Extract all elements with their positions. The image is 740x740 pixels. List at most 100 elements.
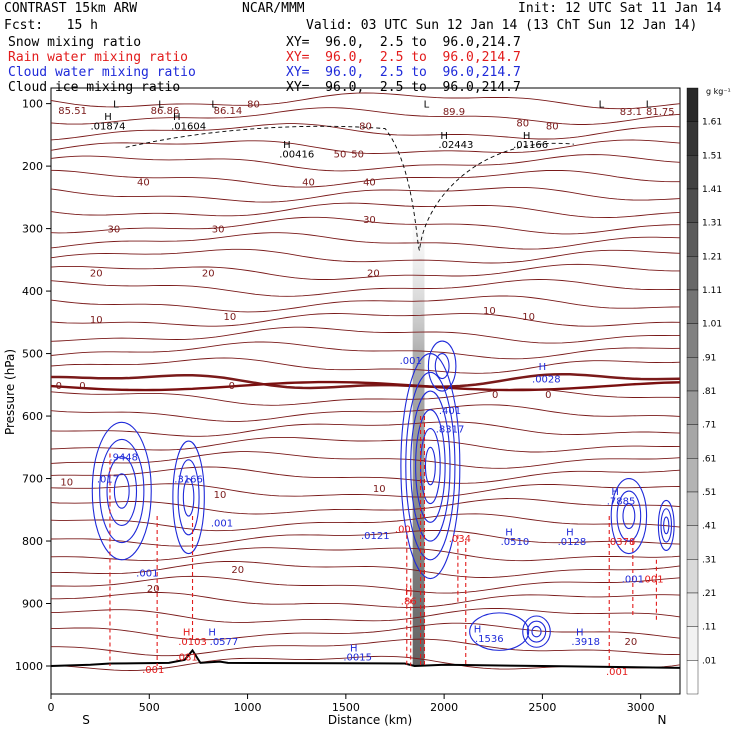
- maximum-label: .0015: [343, 653, 372, 664]
- low-label: L: [646, 100, 652, 111]
- maximum-label: .001: [400, 356, 422, 367]
- colorbar-segment: [686, 390, 699, 425]
- field-xy-rain: XY= 96.0, 2.5 to 96.0,214.7: [286, 50, 521, 65]
- maximum-label: .01604: [171, 121, 206, 132]
- temperature-label: 89.9: [443, 107, 465, 118]
- maximum-label: H: [523, 131, 531, 142]
- maximum-label: H: [440, 131, 448, 142]
- x-tick-label: 1000: [234, 701, 262, 714]
- field-name-cloud-water: Cloud water mixing ratio: [8, 65, 196, 80]
- cloud-water-contour: [91, 421, 152, 561]
- temperature-label: 86.86: [151, 106, 180, 117]
- maximum-label: .001: [622, 575, 644, 586]
- temperature-contour: [51, 560, 681, 578]
- colorbar-segment: [686, 323, 699, 358]
- temperature-label: 10: [522, 312, 535, 323]
- colorbar-label: .71: [702, 421, 716, 431]
- cloud-water-contour: [526, 620, 547, 643]
- temperature-label: 81.75: [646, 107, 675, 118]
- colorbar-label: 1.01: [702, 320, 722, 330]
- x-tick-label: 2000: [430, 701, 458, 714]
- temperature-contour: [50, 326, 680, 344]
- temperature-contour: [50, 154, 681, 172]
- temperature-label: 0: [229, 381, 235, 392]
- cloud-water-contour: [172, 440, 205, 555]
- maximum-label: H: [183, 628, 191, 639]
- colorbar-label: 1.51: [702, 151, 722, 161]
- model-title: CONTRAST 15km ARW: [4, 1, 138, 16]
- colorbar-segment: [686, 525, 699, 560]
- temperature-contour: [50, 404, 681, 422]
- cloud-water-contour: [427, 340, 457, 392]
- temperature-contour: [50, 466, 681, 484]
- low-label: L: [158, 100, 164, 111]
- colorbar-segment: [686, 559, 699, 594]
- colorbar-label: .81: [702, 387, 716, 397]
- maximum-label: .0103: [178, 637, 207, 648]
- colorbar-label: 1.11: [702, 286, 722, 296]
- maximum-label: .001: [641, 575, 663, 586]
- temperature-contour: [50, 608, 681, 623]
- colorbar-segment: [686, 458, 699, 493]
- maximum-label: .0128: [558, 537, 587, 548]
- maximum-label: .02443: [438, 140, 473, 151]
- temperature-contour: [51, 372, 681, 390]
- temperature-label: 80: [247, 100, 260, 111]
- colorbar-segment: [686, 626, 699, 661]
- colorbar-segment: [686, 87, 699, 122]
- y-tick-label: 200: [22, 160, 43, 173]
- temperature-label: 50: [334, 150, 347, 161]
- cloud-water-contour: [106, 456, 138, 526]
- field-name-snow: Snow mixing ratio: [8, 35, 142, 50]
- maximum-label: .3166: [174, 475, 203, 486]
- maximum-label: H: [104, 112, 112, 123]
- y-tick-label: 600: [22, 410, 43, 423]
- temperature-contour: [50, 123, 681, 141]
- y-axis-label: Pressure (hPa): [3, 349, 17, 435]
- maximum-label: .7885: [607, 496, 636, 507]
- temperature-contour: [50, 202, 681, 219]
- y-tick-label: 1000: [15, 660, 43, 673]
- temperature-contour: [50, 357, 681, 374]
- maximum-label: H: [611, 487, 619, 498]
- colorbar-segment: [686, 357, 699, 392]
- temperature-contour: [50, 513, 681, 532]
- maximum-label: .0378: [607, 537, 636, 548]
- temperature-label: 86.14: [214, 106, 243, 117]
- x-tick-label: 2500: [528, 701, 556, 714]
- cloud-water-contour: [182, 477, 195, 517]
- maximum-label: .401: [439, 406, 461, 417]
- temperature-label: 30: [108, 225, 121, 236]
- maximum-label: H: [350, 643, 358, 654]
- temperature-label: 10: [373, 484, 386, 495]
- temperature-contour: [50, 186, 681, 203]
- plot-frame: [50, 87, 681, 695]
- temperature-contour: [50, 216, 680, 235]
- maximum-label: .01874: [91, 121, 126, 132]
- temperature-label: 40: [137, 178, 150, 189]
- maximum-label: .8317: [436, 425, 465, 436]
- colorbar-segment: [686, 222, 699, 257]
- colorbar-segment: [686, 491, 699, 526]
- cloud-water-contour: [410, 390, 451, 542]
- maximum-label: .0510: [501, 537, 530, 548]
- maximum-label: H: [539, 362, 547, 373]
- maximum-label: .00416: [279, 150, 314, 161]
- cloud-water-contour: [610, 477, 648, 555]
- temperature-label: 0: [56, 381, 62, 392]
- colorbar-label: .11: [702, 623, 716, 633]
- temperature-label: 20: [624, 637, 637, 648]
- colorbar: 1.61 1.51 1.41 1.31 1.21 1.11 1.01 .91 .81 .71 .61…: [686, 87, 722, 695]
- temperature-label: 20: [367, 268, 380, 279]
- temperature-label: 20: [90, 268, 103, 279]
- cloud-water-contour: [99, 438, 145, 544]
- colorbar-label: .91: [702, 353, 716, 363]
- temperature-contour: [50, 483, 681, 498]
- maximum-label: .017: [97, 475, 119, 486]
- x-end-label-north: N: [658, 713, 667, 727]
- maximum-label: .0577: [210, 637, 239, 648]
- colorbar-label: 1.41: [702, 185, 722, 195]
- field-name-rain: Rain water mixing ratio: [8, 50, 189, 65]
- init-time: Init: 12 UTC Sat 11 Jan 14: [518, 1, 722, 16]
- cloud-water-contour: [657, 499, 675, 551]
